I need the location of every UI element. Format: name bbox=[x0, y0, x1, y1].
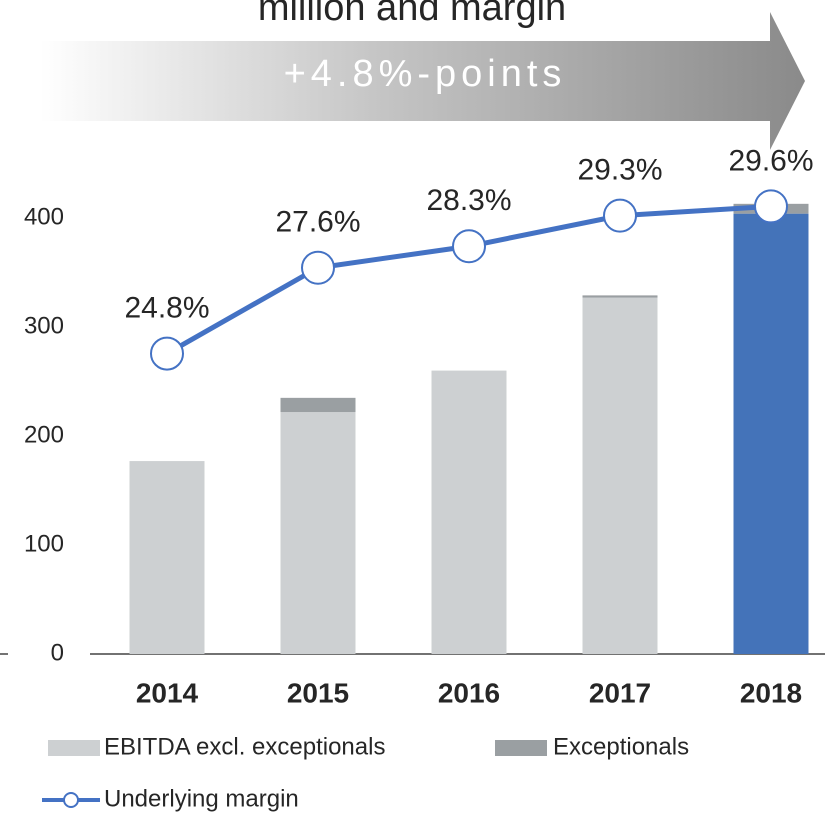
data-label: 28.3% bbox=[426, 184, 511, 217]
legend-label: Exceptionals bbox=[553, 733, 689, 760]
bar-segment bbox=[582, 295, 658, 298]
y-tick-label: 300 bbox=[24, 312, 64, 339]
y-tick-label: 400 bbox=[24, 203, 64, 230]
x-tick-label: 2014 bbox=[136, 677, 199, 708]
x-tick-label: 2018 bbox=[740, 677, 802, 708]
data-label: 29.6% bbox=[728, 144, 813, 177]
legend-swatch bbox=[48, 740, 100, 756]
bar-segment bbox=[280, 412, 356, 654]
legend-marker bbox=[63, 792, 79, 808]
margin-point bbox=[150, 336, 184, 371]
annotation: +4.8%-points bbox=[284, 53, 567, 95]
margin-line bbox=[165, 203, 772, 356]
y-tick-label: 200 bbox=[24, 421, 64, 448]
x-tick-label: 2015 bbox=[287, 677, 349, 708]
legend-label: EBITDA excl. exceptionals bbox=[104, 733, 385, 760]
chart-title: million and margin bbox=[258, 0, 566, 29]
margin-point bbox=[452, 229, 486, 264]
data-label: 29.3% bbox=[577, 154, 662, 187]
margin-point bbox=[301, 250, 335, 285]
x-tick-label: 2016 bbox=[438, 677, 500, 708]
bar-segment bbox=[431, 370, 507, 654]
bar-segment bbox=[733, 213, 809, 654]
bar-segment bbox=[280, 397, 356, 413]
y-tick-label: 100 bbox=[24, 530, 64, 557]
bar-segment bbox=[582, 297, 658, 654]
legend-swatch bbox=[495, 740, 547, 756]
margin-point bbox=[754, 189, 788, 224]
legend-label: Underlying margin bbox=[104, 785, 299, 812]
x-tick-label: 2017 bbox=[589, 677, 651, 708]
margin-point bbox=[603, 198, 637, 233]
arrow bbox=[40, 12, 805, 150]
data-label: 24.8% bbox=[124, 291, 209, 324]
data-label: 27.6% bbox=[275, 206, 360, 239]
y-tick-label: 0 bbox=[51, 639, 64, 666]
bar-segment bbox=[129, 461, 205, 654]
